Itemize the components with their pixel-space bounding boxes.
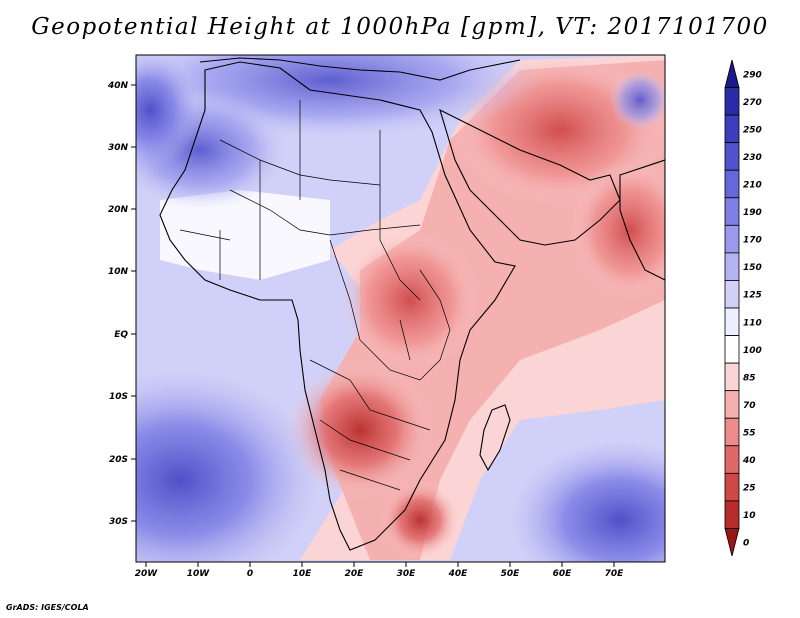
coastlines xyxy=(159,57,665,551)
colorbar-box xyxy=(724,142,740,171)
colorbar-box xyxy=(724,472,740,502)
colorbar-label: 270 xyxy=(743,98,762,108)
colorbar-label: 70 xyxy=(743,401,756,411)
grads-credit: GrADS: IGES/COLA xyxy=(6,603,89,612)
colorbar-box xyxy=(724,224,740,254)
x-axis: 20W 10W 0 10E 20E 30E 40E 50E 60E 70E xyxy=(135,562,624,579)
x-tick-label: 50E xyxy=(501,569,521,579)
colorbar-label: 55 xyxy=(743,429,756,439)
colorbar-label: 100 xyxy=(743,346,762,356)
x-tick-label: 60E xyxy=(553,569,573,579)
y-tick-label: 30S xyxy=(109,517,128,527)
colorbar-label: 25 xyxy=(743,484,756,494)
colorbar-box xyxy=(724,362,740,392)
x-tick-label: 70E xyxy=(605,569,625,579)
colorbar-label: 190 xyxy=(743,208,762,218)
india-coastline xyxy=(619,159,665,281)
y-tick-label: EQ xyxy=(114,330,128,340)
y-tick-label: 10S xyxy=(109,392,128,402)
colorbar-label: 250 xyxy=(743,125,762,135)
colorbar-label: 150 xyxy=(743,263,762,273)
y-tick-label: 30N xyxy=(108,143,129,153)
colorbar-label: 210 xyxy=(743,181,762,191)
colorbar-box xyxy=(724,169,740,199)
colorbar-box xyxy=(724,59,740,88)
arabia-coastline xyxy=(439,108,621,246)
x-tick-label: 0 xyxy=(247,569,253,579)
country-borders xyxy=(179,100,451,491)
colorbar: 2902702502302101901701501251101008570554… xyxy=(724,59,762,557)
colorbar-box xyxy=(724,528,740,557)
plot-frame xyxy=(135,54,666,563)
colorbar-box xyxy=(724,500,740,529)
colorbar-label: 230 xyxy=(743,153,762,163)
colorbar-box xyxy=(724,307,740,336)
colorbar-label: 110 xyxy=(743,318,762,328)
y-tick-label: 20S xyxy=(109,455,128,465)
colorbar-box xyxy=(724,280,740,309)
y-axis: 40N 30N 20N 10N EQ 10S 20S 30S xyxy=(107,81,136,527)
colorbar-label: 40 xyxy=(742,456,756,466)
colorbar-box xyxy=(724,87,740,116)
colorbar-box xyxy=(724,417,740,447)
colorbar-label: 10 xyxy=(743,511,756,521)
x-tick-label: 40E xyxy=(448,569,469,579)
x-tick-label: 20E xyxy=(345,569,365,579)
colorbar-label: 170 xyxy=(743,236,762,246)
map-title: Geopotential Height at 1000hPa [gpm], VT… xyxy=(31,14,769,40)
europe-coastline xyxy=(199,57,521,81)
x-tick-label: 10W xyxy=(187,569,211,579)
colorbar-box xyxy=(724,252,740,281)
africa-coastline xyxy=(159,61,516,551)
colorbar-label: 290 xyxy=(743,70,762,80)
height-field xyxy=(136,55,665,562)
colorbar-box xyxy=(724,390,740,419)
colorbar-box xyxy=(724,114,740,144)
y-tick-label: 10N xyxy=(108,267,129,277)
y-tick-label: 40N xyxy=(107,81,129,91)
colorbar-box xyxy=(724,197,740,226)
colorbar-box xyxy=(724,445,740,474)
madagascar-coastline xyxy=(479,404,511,472)
x-tick-label: 30E xyxy=(397,569,417,579)
x-tick-label: 20W xyxy=(135,569,159,579)
colorbar-label: 0 xyxy=(743,539,749,549)
x-tick-label: 10E xyxy=(293,569,313,579)
colorbar-box xyxy=(724,335,740,364)
colorbar-label: 125 xyxy=(743,291,762,301)
colorbar-label: 85 xyxy=(743,373,756,383)
y-tick-label: 20N xyxy=(108,205,129,215)
